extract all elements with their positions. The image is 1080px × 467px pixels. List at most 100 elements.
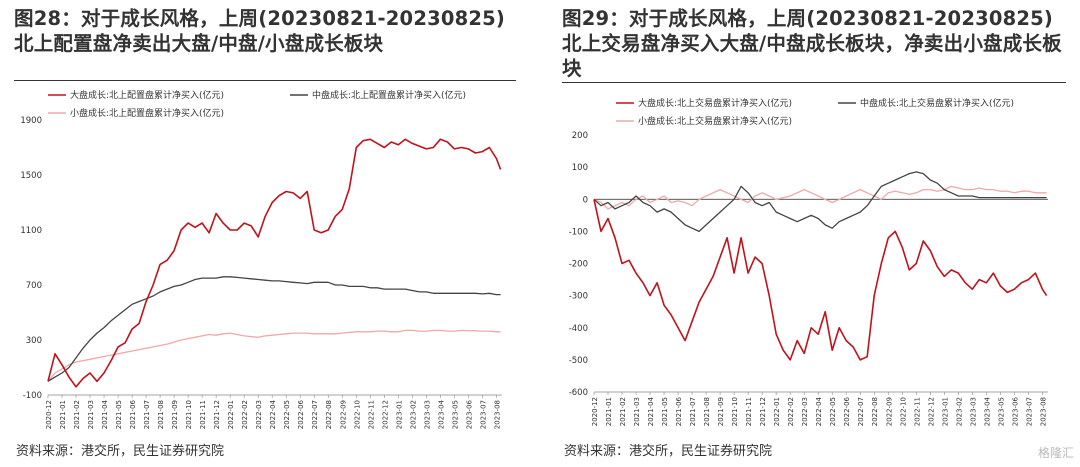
x-tick-label: 2022-01 xyxy=(227,400,235,429)
y-tick-label: 300 xyxy=(26,336,42,346)
x-tick-label: 2021-01 xyxy=(59,400,67,429)
series-line-1 xyxy=(593,199,1048,361)
x-tick-label: 2023-07 xyxy=(1025,397,1033,426)
x-tick-label: 2022-12 xyxy=(381,400,389,429)
title-divider xyxy=(14,80,516,81)
x-tick-label: 2021-04 xyxy=(101,399,109,429)
x-tick-label: 2022-02 xyxy=(787,397,795,426)
x-tick-label: 2021-02 xyxy=(73,400,81,429)
x-tick-label: 2023-04 xyxy=(437,399,445,429)
legend-label: 大盘成长:北上交易盘累计净买入(亿元) xyxy=(638,97,792,109)
x-tick-label: 2023-08 xyxy=(1039,397,1047,426)
x-tick-label: 2022-12 xyxy=(927,397,935,426)
y-tick-label: -100 xyxy=(23,391,42,401)
x-tick-label: 2023-01 xyxy=(395,400,403,429)
x-tick-label: 2023-08 xyxy=(493,400,501,429)
x-tick-label: 2022-04 xyxy=(269,399,277,429)
x-tick-label: 2021-11 xyxy=(745,397,753,426)
source-note: 资料来源：港交所，民生证券研究院 xyxy=(16,444,225,459)
x-tick-label: 2022-03 xyxy=(801,397,809,426)
x-tick-label: 2020-12 xyxy=(45,400,53,429)
x-tick-label: 2021-03 xyxy=(633,397,641,426)
y-tick-label: 1500 xyxy=(20,171,42,181)
x-tick-label: 2022-07 xyxy=(857,397,865,426)
x-tick-label: 2021-07 xyxy=(143,400,151,429)
y-tick-label: -400 xyxy=(569,324,588,334)
series-line-1 xyxy=(47,138,502,388)
x-tick-label: 2022-10 xyxy=(899,397,907,426)
x-tick-label: 2022-11 xyxy=(913,397,921,426)
x-tick-label: 2023-06 xyxy=(1011,396,1019,426)
x-tick-label: 2022-01 xyxy=(773,397,781,426)
x-tick-label: 2021-06 xyxy=(129,399,137,429)
title-divider xyxy=(562,82,1066,83)
x-tick-label: 2021-08 xyxy=(157,400,165,429)
y-tick-label: 100 xyxy=(572,163,588,173)
x-tick-label: 2021-05 xyxy=(115,400,123,429)
x-tick-label: 2022-05 xyxy=(829,397,837,426)
x-tick-label: 2023-02 xyxy=(955,397,963,426)
y-tick-label: -100 xyxy=(569,227,588,237)
x-tick-label: 2022-07 xyxy=(311,400,319,429)
x-tick-label: 2021-01 xyxy=(605,397,613,426)
x-tick-label: 2023-04 xyxy=(983,396,991,426)
x-tick-label: 2021-03 xyxy=(87,400,95,429)
line-chart-right: -600 -500 -400 -300 -200 -100 0 100 200 2020-12 20… xyxy=(569,97,1048,426)
y-tick-label: -600 xyxy=(569,388,588,398)
x-tick-label: 2021-09 xyxy=(717,397,725,426)
legend-label: 小盘成长:北上配置盘累计净买入(亿元) xyxy=(70,107,224,119)
x-tick-label: 2021-04 xyxy=(647,396,655,426)
y-tick-label: -300 xyxy=(569,292,588,302)
x-tick-label: 2021-02 xyxy=(619,397,627,426)
x-tick-label: 2021-05 xyxy=(661,397,669,426)
y-tick-label: 1100 xyxy=(20,226,42,236)
x-tick-label: 2020-12 xyxy=(591,397,599,426)
x-tick-label: 2021-08 xyxy=(703,397,711,426)
x-tick-label: 2023-05 xyxy=(997,397,1005,426)
series-line-3 xyxy=(47,329,501,382)
x-tick-label: 2022-10 xyxy=(353,400,361,429)
legend-label: 大盘成长:北上配置盘累计净买入(亿元) xyxy=(70,89,224,101)
y-tick-label: 200 xyxy=(572,131,588,141)
x-tick-label: 2022-08 xyxy=(871,397,879,426)
watermark: 格隆汇 xyxy=(1037,446,1074,460)
x-tick-label: 2023-03 xyxy=(423,400,431,429)
x-tick-label: 2021-07 xyxy=(689,397,697,426)
x-tick-label: 2022-09 xyxy=(885,397,893,426)
x-tick-label: 2021-10 xyxy=(731,397,739,426)
x-tick-label: 2022-11 xyxy=(367,400,375,429)
x-tick-label: 2023-07 xyxy=(479,400,487,429)
x-tick-label: 2022-04 xyxy=(815,396,823,426)
x-tick-label: 2023-02 xyxy=(409,400,417,429)
x-tick-label: 2023-03 xyxy=(969,397,977,426)
series-line-2 xyxy=(47,276,501,382)
x-tick-label: 2021-10 xyxy=(185,400,193,429)
legend-label: 中盘成长:北上交易盘累计净买入(亿元) xyxy=(860,97,1014,109)
y-tick-label: 0 xyxy=(583,195,588,205)
x-tick-label: 2023-01 xyxy=(941,397,949,426)
series-line-2 xyxy=(593,171,1047,233)
legend-label: 中盘成长:北上配置盘累计净买入(亿元) xyxy=(312,89,466,101)
y-tick-label: 700 xyxy=(26,281,42,291)
line-chart-left: -100 300 700 1100 1500 1900 2020-12 2021-01 2021… xyxy=(20,89,502,429)
x-tick-label: 2023-06 xyxy=(465,399,473,429)
chart-title: 图29：对于成长风格，上周(20230821-20230825)北上交易盘净买入… xyxy=(562,7,1062,80)
x-tick-label: 2021-11 xyxy=(199,400,207,429)
x-tick-label: 2022-06 xyxy=(297,399,305,429)
chart-panel-right: 图29：对于成长风格，上周(20230821-20230825)北上交易盘净买入… xyxy=(548,0,1080,467)
chart-title: 图28：对于成长风格，上周(20230821-20230825)北上配置盘净卖出… xyxy=(14,7,506,55)
x-tick-label: 2022-05 xyxy=(283,400,291,429)
source-note: 资料来源：港交所，民生证券研究院 xyxy=(564,444,773,459)
x-tick-label: 2021-12 xyxy=(213,400,221,429)
chart-panel-left: 图28：对于成长风格，上周(20230821-20230825)北上配置盘净卖出… xyxy=(0,0,530,467)
x-tick-label: 2021-09 xyxy=(171,400,179,429)
x-tick-label: 2021-06 xyxy=(675,396,683,426)
x-tick-label: 2022-02 xyxy=(241,400,249,429)
y-tick-label: 1900 xyxy=(20,116,42,126)
y-tick-label: -200 xyxy=(569,260,588,270)
x-tick-label: 2022-03 xyxy=(255,400,263,429)
legend-label: 小盘成长:北上交易盘累计净买入(亿元) xyxy=(638,115,792,127)
x-tick-label: 2023-05 xyxy=(451,400,459,429)
x-tick-label: 2021-12 xyxy=(759,397,767,426)
x-tick-label: 2022-06 xyxy=(843,396,851,426)
